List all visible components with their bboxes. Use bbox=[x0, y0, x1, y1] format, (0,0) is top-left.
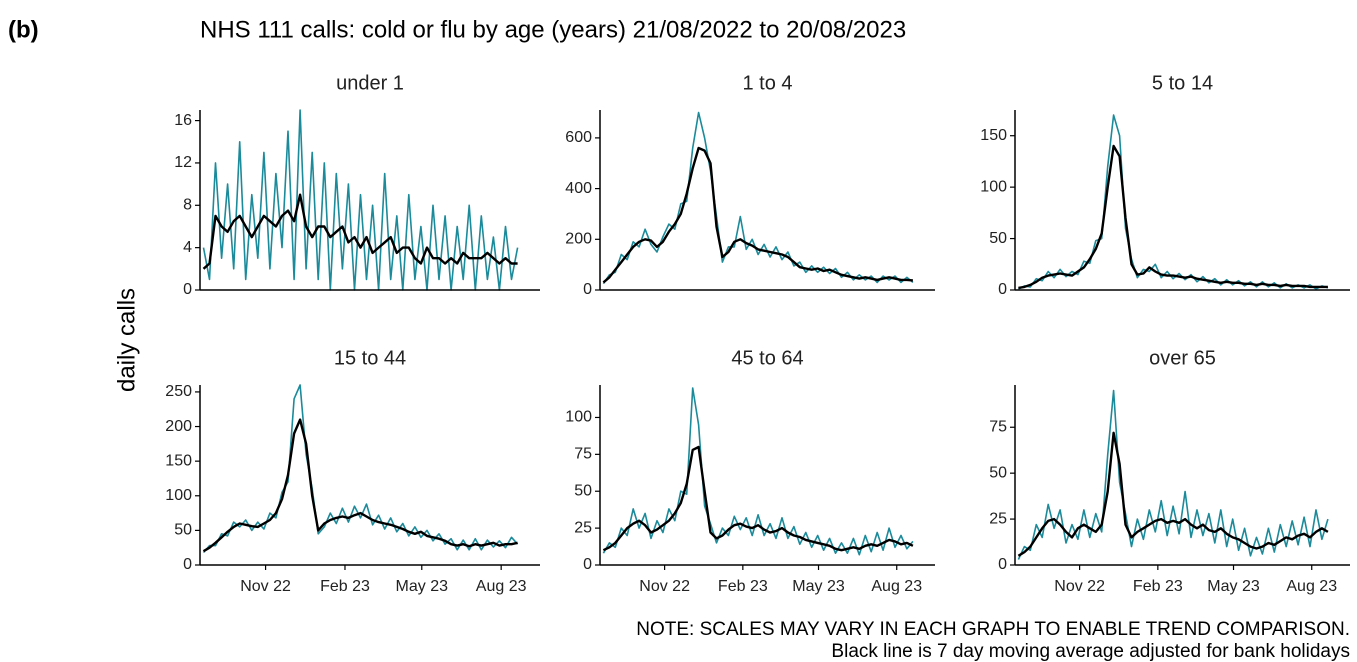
y-tick-label: 0 bbox=[583, 556, 592, 573]
panel-title: 5 to 14 bbox=[1152, 72, 1213, 94]
y-tick-label: 25 bbox=[574, 519, 592, 536]
average-line bbox=[1018, 144, 1328, 290]
x-tick-label: Aug 23 bbox=[476, 578, 527, 595]
panel-title: under 1 bbox=[336, 72, 404, 94]
average-line bbox=[1017, 431, 1329, 557]
y-tick-label: 0 bbox=[583, 281, 592, 298]
y-tick-label: 250 bbox=[165, 383, 192, 400]
y-tick-label: 150 bbox=[980, 127, 1007, 144]
panel-title: 1 to 4 bbox=[742, 72, 792, 94]
panel-title: 45 to 64 bbox=[731, 347, 803, 369]
x-tick-label: Feb 23 bbox=[320, 578, 370, 595]
y-tick-label: 50 bbox=[989, 464, 1007, 481]
y-tick-label: 600 bbox=[565, 129, 592, 146]
x-tick-label: Aug 23 bbox=[871, 578, 922, 595]
x-tick-label: Nov 22 bbox=[1054, 578, 1105, 595]
note: NOTE: SCALES MAY VARY IN EACH GRAPH TO E… bbox=[636, 619, 1350, 640]
x-tick-label: Nov 22 bbox=[639, 578, 690, 595]
y-tick-label: 0 bbox=[998, 556, 1007, 573]
y-tick-label: 50 bbox=[989, 230, 1007, 247]
average-line bbox=[602, 146, 913, 284]
daily-line bbox=[202, 109, 519, 291]
x-tick-label: Feb 23 bbox=[718, 578, 768, 595]
y-tick-label: 50 bbox=[574, 482, 592, 499]
y-tick-label: 100 bbox=[565, 409, 592, 426]
panel-label: (b) bbox=[8, 16, 39, 43]
y-tick-label: 75 bbox=[574, 446, 592, 463]
y-tick-label: 200 bbox=[565, 231, 592, 248]
x-tick-label: May 23 bbox=[792, 578, 845, 595]
figure-title: NHS 111 calls: cold or flu by age (years… bbox=[200, 16, 906, 43]
average-line bbox=[202, 193, 518, 270]
daily-line bbox=[1018, 114, 1329, 290]
y-tick-label: 0 bbox=[183, 281, 192, 298]
note: Black line is 7 day moving average adjus… bbox=[831, 641, 1350, 662]
average-line bbox=[202, 418, 518, 553]
y-tick-label: 100 bbox=[980, 178, 1007, 195]
average-line bbox=[602, 445, 914, 552]
x-tick-label: May 23 bbox=[396, 578, 449, 595]
y-axis-label: daily calls bbox=[113, 288, 140, 392]
y-tick-label: 100 bbox=[165, 487, 192, 504]
y-tick-label: 8 bbox=[183, 197, 192, 214]
daily-line bbox=[602, 111, 914, 285]
y-tick-label: 4 bbox=[183, 239, 192, 256]
x-tick-label: May 23 bbox=[1207, 578, 1260, 595]
y-tick-label: 12 bbox=[174, 154, 192, 171]
daily-line bbox=[1017, 389, 1329, 560]
y-tick-label: 400 bbox=[565, 180, 592, 197]
x-tick-label: Feb 23 bbox=[1133, 578, 1183, 595]
x-tick-label: Aug 23 bbox=[1286, 578, 1337, 595]
y-tick-label: 75 bbox=[989, 418, 1007, 435]
daily-line bbox=[202, 384, 519, 554]
y-tick-label: 150 bbox=[165, 452, 192, 469]
y-tick-label: 16 bbox=[174, 112, 192, 129]
panel-title: over 65 bbox=[1149, 347, 1216, 369]
y-tick-label: 200 bbox=[165, 418, 192, 435]
panel-title: 15 to 44 bbox=[334, 347, 406, 369]
y-tick-label: 0 bbox=[183, 556, 192, 573]
y-tick-label: 25 bbox=[989, 510, 1007, 527]
y-tick-label: 0 bbox=[998, 281, 1007, 298]
x-tick-label: Nov 22 bbox=[240, 578, 291, 595]
y-tick-label: 50 bbox=[174, 522, 192, 539]
